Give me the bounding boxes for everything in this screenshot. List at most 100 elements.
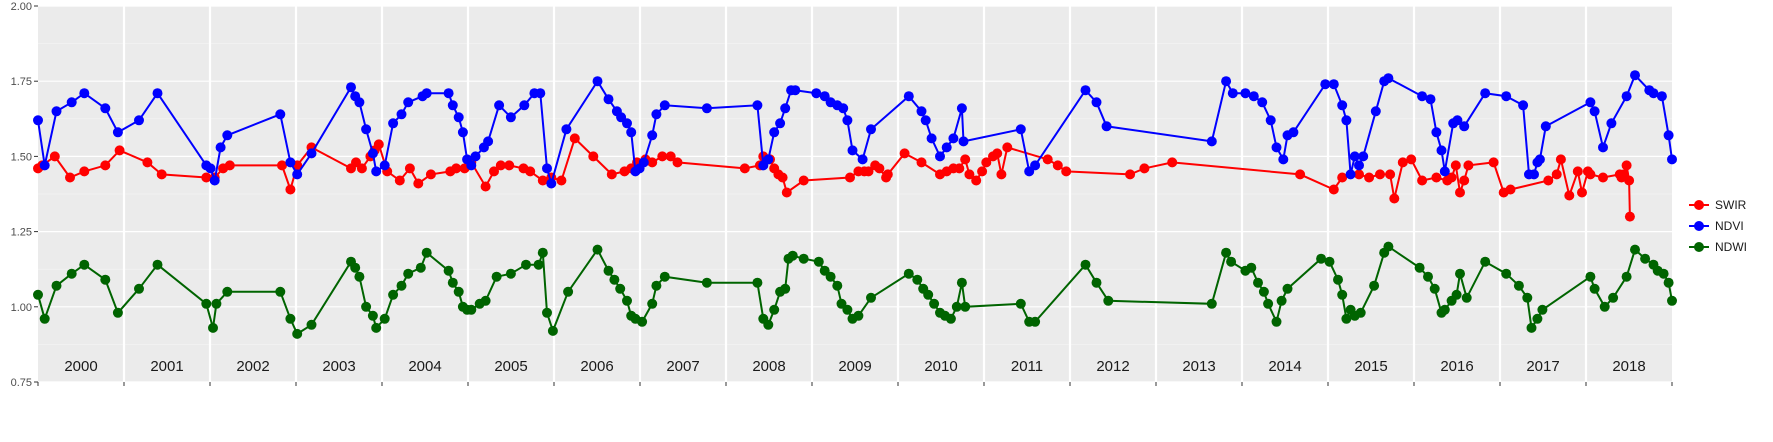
- data-point: [1537, 304, 1548, 315]
- data-point: [1221, 76, 1232, 87]
- data-point: [100, 274, 111, 285]
- data-point: [1320, 79, 1331, 90]
- data-point: [1667, 295, 1677, 306]
- y-tick-label: 1.75: [11, 76, 32, 88]
- data-point: [1621, 91, 1632, 102]
- data-point: [563, 286, 574, 297]
- data-point: [1640, 253, 1651, 264]
- data-point: [603, 265, 614, 276]
- data-point: [1091, 277, 1102, 288]
- data-point: [857, 154, 868, 165]
- data-point: [845, 172, 855, 183]
- y-tick-label: 0.75: [11, 377, 32, 389]
- data-point: [647, 130, 658, 141]
- data-point: [1333, 274, 1343, 285]
- data-point: [956, 277, 967, 288]
- data-point: [775, 118, 786, 129]
- data-point: [134, 283, 144, 294]
- data-point: [1648, 88, 1659, 99]
- data-point: [542, 307, 552, 318]
- data-point: [1385, 169, 1396, 180]
- data-point: [1052, 160, 1063, 171]
- data-point: [152, 259, 163, 270]
- data-point: [1452, 115, 1463, 126]
- legend-key-marker: [1694, 221, 1704, 231]
- data-point: [1455, 268, 1465, 279]
- data-point: [1167, 157, 1178, 168]
- data-point: [453, 286, 464, 297]
- data-point: [208, 322, 218, 333]
- series-ndvi: [33, 70, 1677, 189]
- data-point: [112, 127, 123, 138]
- data-point: [647, 298, 658, 309]
- data-point: [1355, 307, 1366, 318]
- data-point: [842, 304, 853, 315]
- data-point: [112, 307, 123, 318]
- data-point: [1431, 127, 1442, 138]
- data-point: [1526, 322, 1537, 333]
- data-point: [306, 148, 317, 159]
- data-point: [494, 100, 505, 111]
- legend-item-ndwi: NDWI: [1689, 240, 1747, 254]
- data-point: [1450, 160, 1461, 171]
- year-label: 2009: [838, 358, 871, 375]
- data-point: [992, 148, 1003, 159]
- data-point: [535, 88, 546, 99]
- data-point: [1606, 118, 1617, 129]
- data-point: [659, 100, 670, 111]
- data-point: [66, 268, 77, 279]
- year-label: 2005: [494, 358, 527, 375]
- data-point: [379, 160, 390, 171]
- data-point: [923, 289, 934, 300]
- data-point: [1080, 259, 1091, 270]
- data-point: [651, 280, 662, 291]
- data-point: [457, 127, 468, 138]
- data-point: [1589, 283, 1600, 294]
- data-point: [1282, 283, 1293, 294]
- data-point: [1417, 91, 1428, 102]
- data-point: [275, 109, 286, 120]
- data-point: [100, 103, 111, 114]
- year-label: 2013: [1182, 358, 1215, 375]
- data-point: [1630, 244, 1640, 255]
- data-point: [1624, 211, 1635, 222]
- data-point: [882, 169, 893, 180]
- data-point: [1589, 106, 1600, 117]
- data-point: [1103, 295, 1114, 306]
- data-point: [935, 151, 945, 162]
- data-point: [752, 277, 763, 288]
- data-point: [615, 283, 626, 294]
- data-point: [222, 286, 233, 297]
- data-point: [813, 256, 824, 267]
- year-label: 2014: [1268, 358, 1301, 375]
- year-labels: 2000 2001 2002 2003 2004 2005 2006 2007 2008 2009…: [64, 358, 1645, 375]
- data-point: [379, 313, 390, 324]
- data-point: [811, 88, 822, 99]
- data-point: [556, 175, 567, 186]
- data-point: [371, 322, 382, 333]
- year-label: 2012: [1096, 358, 1129, 375]
- data-point: [1221, 247, 1232, 258]
- data-point: [1337, 100, 1348, 111]
- data-point: [1341, 115, 1352, 126]
- data-point: [1551, 169, 1562, 180]
- data-point: [421, 88, 432, 99]
- data-point: [1431, 172, 1442, 183]
- data-point: [79, 88, 90, 99]
- data-point: [1061, 166, 1072, 177]
- data-point: [1139, 163, 1150, 174]
- data-point: [1002, 142, 1013, 153]
- data-point: [1383, 73, 1394, 84]
- data-point: [396, 280, 407, 291]
- data-point: [443, 265, 454, 276]
- data-point: [1091, 97, 1102, 108]
- data-point: [211, 298, 222, 309]
- data-point: [945, 313, 956, 324]
- data-point: [114, 145, 125, 156]
- legend-key-marker: [1694, 242, 1704, 252]
- data-point: [780, 103, 791, 114]
- data-point: [659, 271, 670, 282]
- data-point: [798, 175, 809, 186]
- legend: SWIR NDVI NDWI: [1689, 198, 1747, 254]
- data-point: [1572, 166, 1583, 177]
